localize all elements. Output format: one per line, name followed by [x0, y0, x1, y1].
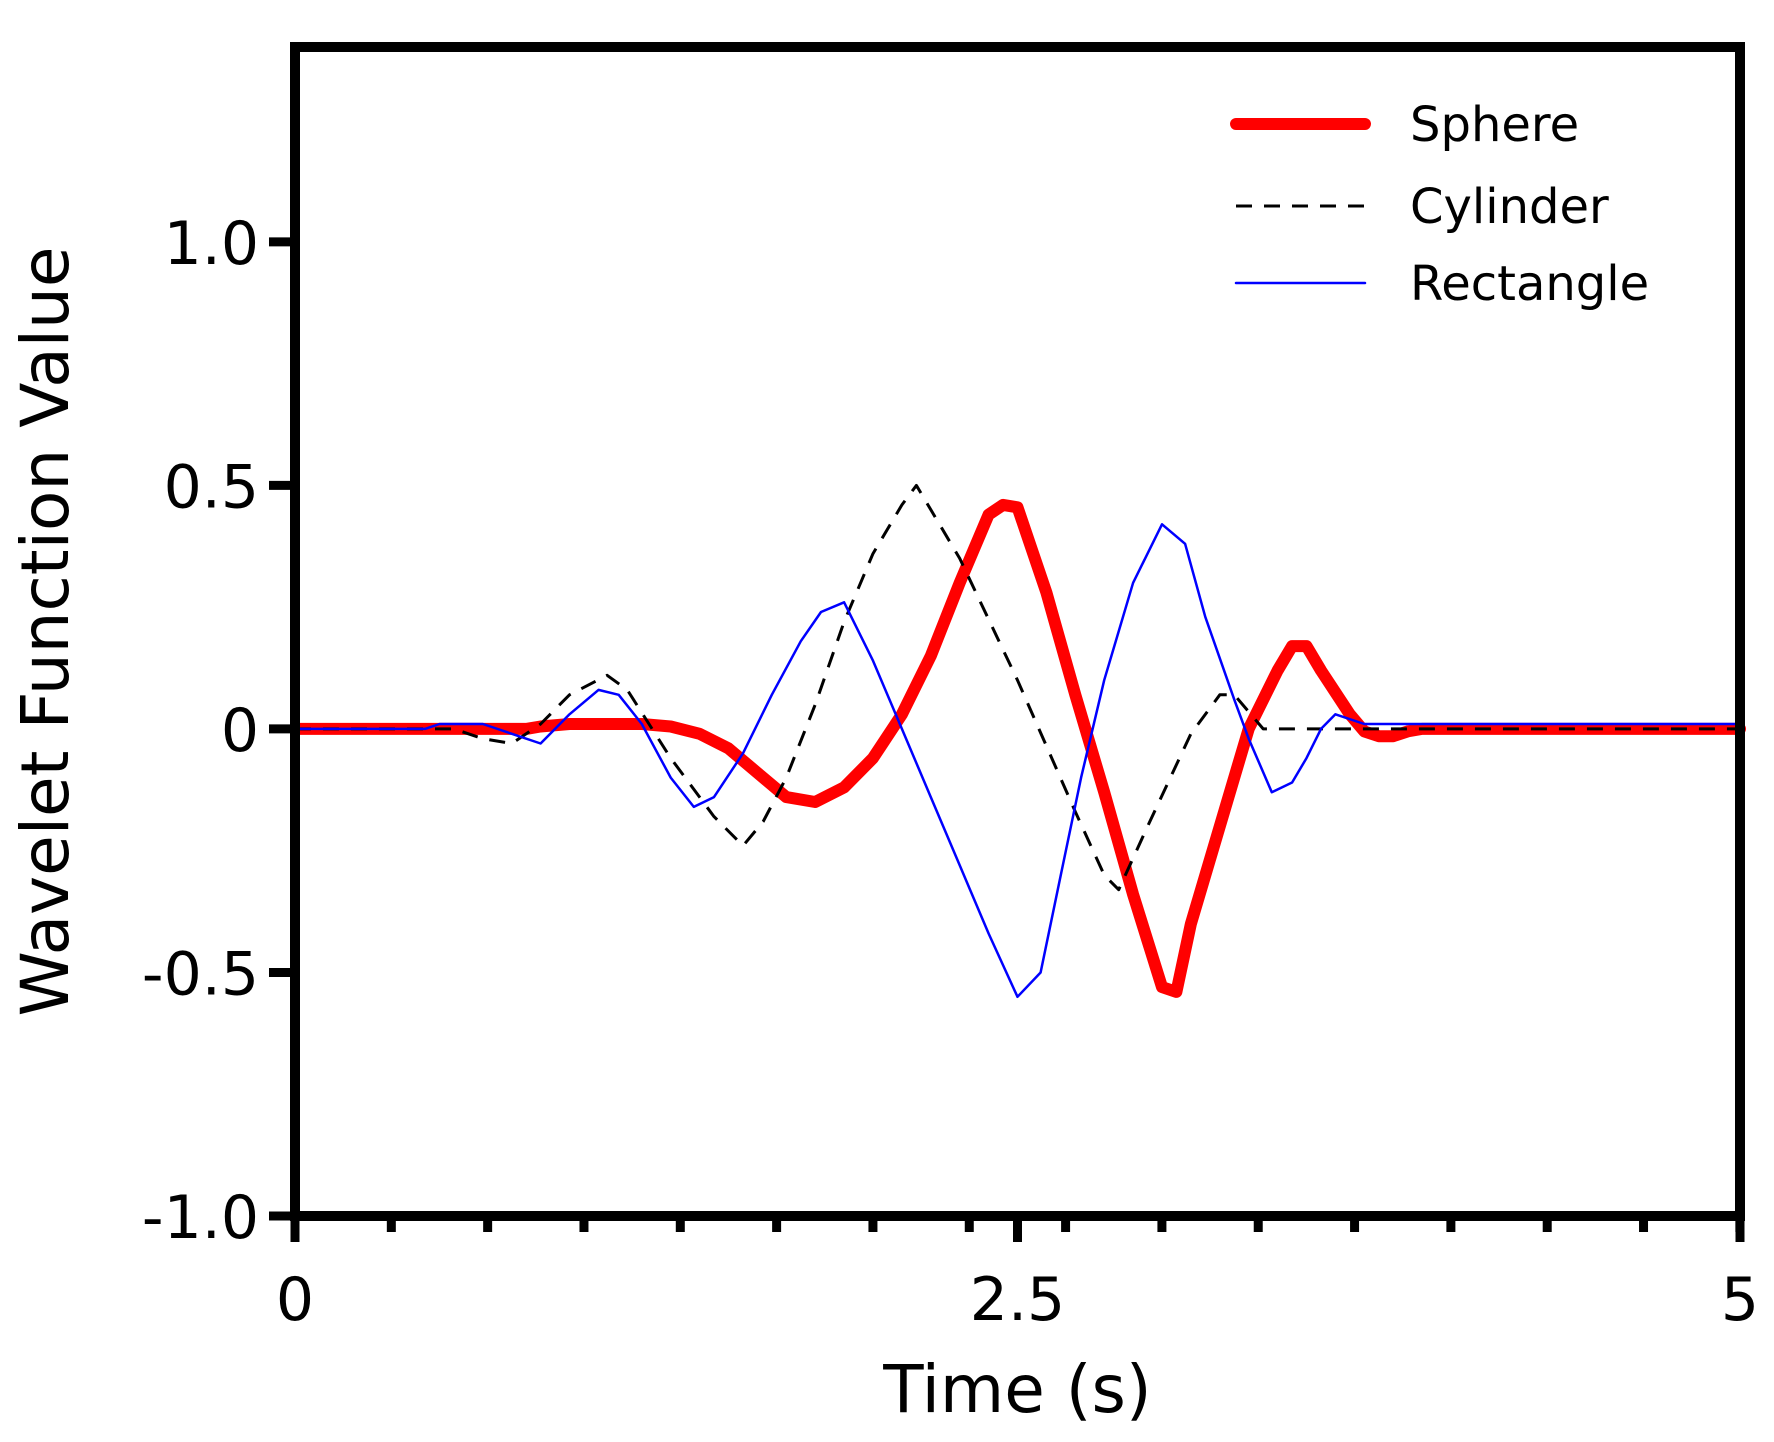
ticks-layer: 1.00.50-0.5-1.00 2.5 5	[142, 209, 1759, 1335]
legend: Sphere Cylinder Rectangle	[1230, 97, 1649, 312]
x-tick-label: 0	[276, 1265, 314, 1335]
legend-label-rectangle: Rectangle	[1410, 256, 1649, 312]
legend-label-cylinder: Cylinder	[1410, 179, 1609, 235]
x-tick-label: 5	[1721, 1265, 1759, 1335]
series-line-cylinder	[295, 483, 1740, 892]
y-tick-label: -0.5	[142, 939, 259, 1009]
y-tick-label: 0.5	[164, 452, 259, 522]
y-tick-label: -1.0	[142, 1183, 259, 1253]
series-line-rectangle	[293, 523, 1742, 999]
series-line-sphere	[289, 498, 1746, 998]
y-tick-label: 0	[221, 696, 259, 766]
y-axis-title: Wavelet Function Value	[7, 247, 84, 1017]
y-tick-label: 1.0	[164, 209, 259, 279]
x-tick-label: 2.5	[970, 1265, 1065, 1335]
x-axis-title: Time (s)	[882, 1351, 1151, 1428]
series-layer	[289, 483, 1746, 999]
legend-label-sphere: Sphere	[1410, 97, 1579, 153]
